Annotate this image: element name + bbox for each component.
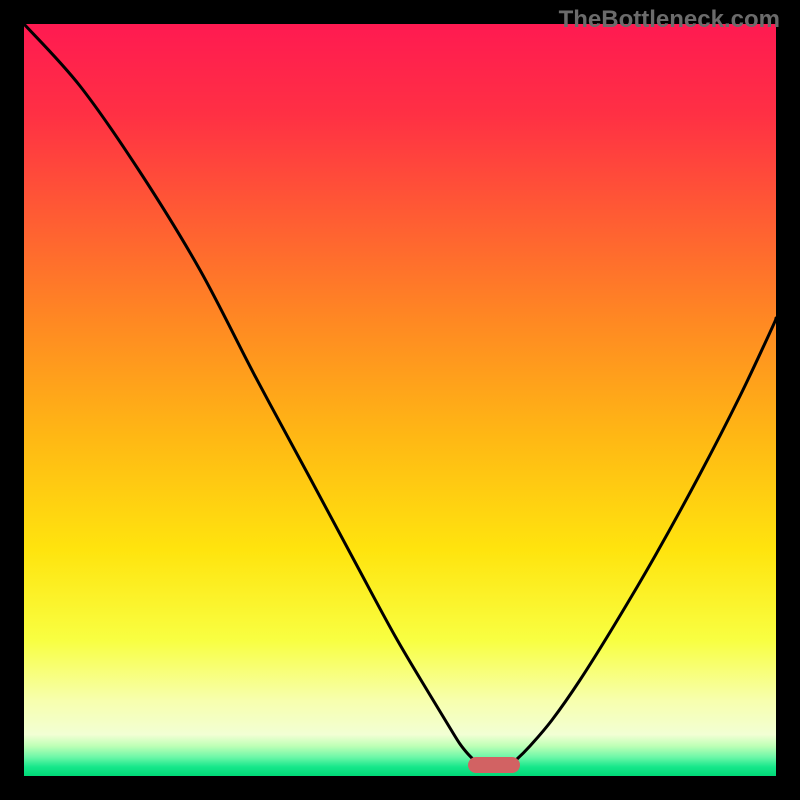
plot-area	[24, 24, 776, 776]
gradient-background	[24, 24, 776, 776]
trough-marker	[468, 757, 520, 773]
chart-container: TheBottleneck.com	[0, 0, 800, 800]
watermark-text: TheBottleneck.com	[559, 6, 780, 34]
